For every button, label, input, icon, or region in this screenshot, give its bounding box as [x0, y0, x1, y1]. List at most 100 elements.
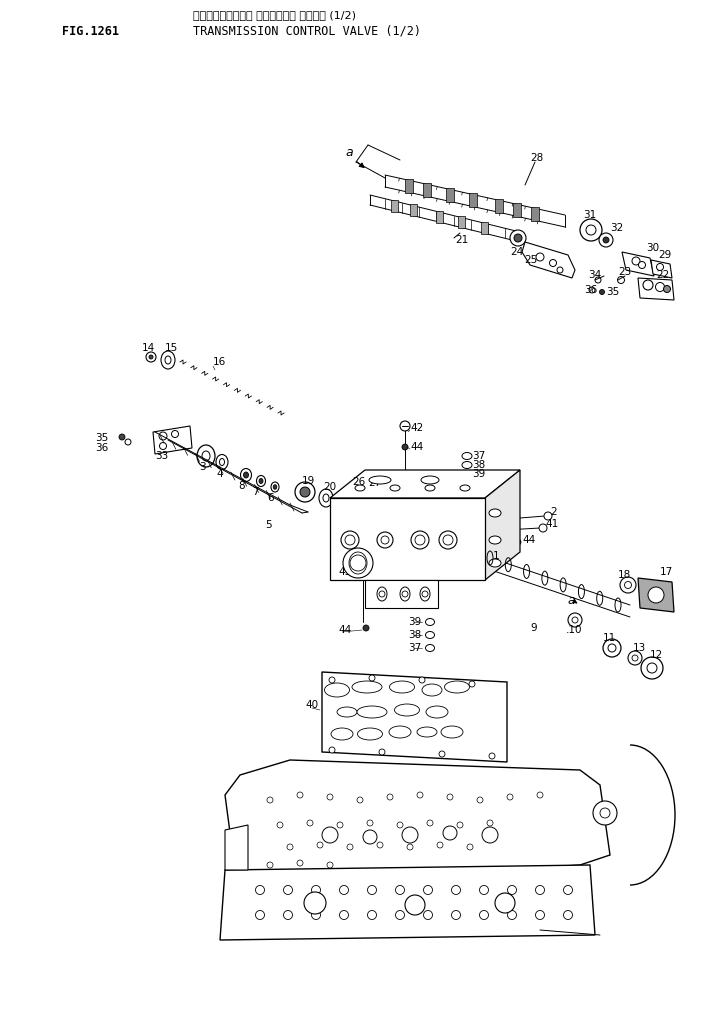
- Text: 1: 1: [493, 551, 500, 561]
- Circle shape: [159, 443, 167, 450]
- Ellipse shape: [202, 451, 210, 461]
- Ellipse shape: [421, 476, 439, 484]
- Bar: [410, 204, 417, 216]
- Circle shape: [544, 512, 552, 520]
- Bar: [446, 188, 454, 202]
- Polygon shape: [322, 672, 507, 762]
- Circle shape: [508, 910, 516, 919]
- Bar: [531, 207, 539, 220]
- Circle shape: [340, 910, 348, 919]
- Text: 24: 24: [510, 247, 523, 257]
- Circle shape: [628, 651, 642, 665]
- Circle shape: [377, 842, 383, 848]
- Ellipse shape: [273, 485, 277, 489]
- Circle shape: [457, 822, 463, 828]
- Circle shape: [297, 792, 303, 798]
- Circle shape: [350, 555, 366, 571]
- Text: 15: 15: [165, 343, 178, 353]
- Ellipse shape: [400, 587, 410, 601]
- Circle shape: [439, 531, 457, 549]
- Ellipse shape: [462, 461, 472, 468]
- Circle shape: [586, 226, 596, 235]
- Ellipse shape: [417, 727, 437, 737]
- Circle shape: [487, 820, 493, 826]
- Polygon shape: [638, 578, 674, 612]
- Polygon shape: [638, 278, 674, 300]
- Circle shape: [423, 910, 433, 919]
- Circle shape: [340, 886, 348, 895]
- Circle shape: [417, 792, 423, 798]
- Circle shape: [624, 581, 632, 588]
- Ellipse shape: [324, 683, 350, 697]
- Ellipse shape: [426, 706, 448, 717]
- Circle shape: [489, 753, 495, 758]
- Ellipse shape: [394, 704, 420, 716]
- Circle shape: [295, 482, 315, 502]
- Circle shape: [632, 257, 640, 265]
- Circle shape: [369, 675, 375, 681]
- Text: 31: 31: [583, 210, 596, 220]
- Ellipse shape: [259, 479, 263, 484]
- Circle shape: [347, 844, 353, 850]
- Circle shape: [603, 639, 621, 657]
- Ellipse shape: [357, 706, 387, 717]
- Text: 5: 5: [265, 520, 272, 530]
- Circle shape: [381, 536, 389, 544]
- Text: 4: 4: [216, 469, 223, 479]
- Circle shape: [329, 676, 335, 683]
- Circle shape: [149, 355, 153, 359]
- Text: a: a: [345, 146, 353, 159]
- Ellipse shape: [420, 587, 430, 601]
- Bar: [495, 199, 503, 213]
- Circle shape: [119, 434, 125, 440]
- Ellipse shape: [370, 487, 382, 501]
- Circle shape: [479, 886, 489, 895]
- Text: TRANSMISSION CONTROL VALVE (1/2): TRANSMISSION CONTROL VALVE (1/2): [193, 25, 421, 38]
- Text: 35: 35: [606, 287, 619, 297]
- Circle shape: [443, 535, 453, 545]
- Ellipse shape: [441, 726, 463, 738]
- Ellipse shape: [216, 454, 228, 469]
- Ellipse shape: [352, 681, 382, 693]
- Circle shape: [297, 860, 303, 866]
- Circle shape: [407, 844, 413, 850]
- Ellipse shape: [445, 681, 469, 693]
- Polygon shape: [225, 825, 248, 870]
- Circle shape: [495, 893, 515, 913]
- Circle shape: [515, 539, 521, 545]
- Circle shape: [608, 644, 616, 652]
- Ellipse shape: [377, 587, 387, 601]
- Ellipse shape: [331, 728, 353, 740]
- Bar: [458, 216, 465, 229]
- Circle shape: [568, 613, 582, 627]
- Ellipse shape: [462, 470, 472, 478]
- Circle shape: [377, 532, 393, 548]
- Bar: [435, 211, 443, 222]
- Circle shape: [322, 827, 338, 843]
- Circle shape: [479, 910, 489, 919]
- Circle shape: [580, 219, 602, 241]
- Circle shape: [663, 286, 671, 292]
- Circle shape: [482, 827, 498, 843]
- Ellipse shape: [319, 489, 333, 507]
- Text: 37: 37: [472, 451, 485, 461]
- Circle shape: [255, 886, 265, 895]
- Circle shape: [255, 910, 265, 919]
- Ellipse shape: [323, 494, 329, 502]
- Circle shape: [647, 663, 657, 673]
- Text: 20: 20: [323, 482, 336, 492]
- Text: 27: 27: [368, 478, 381, 488]
- Circle shape: [367, 820, 373, 826]
- Circle shape: [368, 910, 376, 919]
- Circle shape: [451, 886, 461, 895]
- Circle shape: [469, 681, 475, 687]
- Polygon shape: [153, 426, 192, 454]
- Circle shape: [643, 280, 653, 290]
- Circle shape: [317, 842, 323, 848]
- Circle shape: [639, 261, 645, 269]
- Text: 32: 32: [610, 223, 623, 233]
- Text: 8: 8: [238, 481, 244, 491]
- Circle shape: [311, 910, 321, 919]
- Ellipse shape: [422, 684, 442, 696]
- Ellipse shape: [353, 488, 363, 500]
